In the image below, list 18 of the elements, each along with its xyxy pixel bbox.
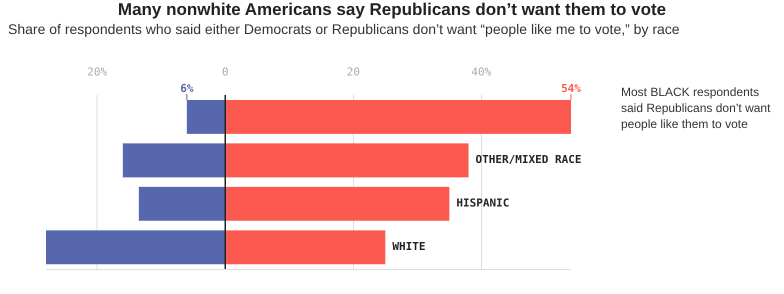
y-tick-label: HISPANIC [456, 196, 510, 210]
y-tick-label: OTHER/MIXED RACE [476, 153, 582, 166]
x-tick-label: 0 [222, 65, 229, 78]
bar [226, 143, 469, 178]
text: Most BLACK respondents said Republicans don’t want people like them to vote [621, 84, 772, 132]
data-label: 6% [180, 82, 194, 95]
y-tick-label: WHITE [392, 240, 426, 254]
bar [226, 230, 386, 264]
chart-title: Many nonwhite Americans say Republicans don’t want them to vote [116, 0, 668, 20]
x-tick-label: 40% [471, 65, 492, 78]
chart-subtitle: Share of respondents who said either Democrats or Republicans don’t want “people like me to vote,” by race [8, 21, 680, 37]
bar [226, 186, 450, 221]
bar [46, 230, 225, 264]
bar [122, 143, 225, 178]
x-tick-label: 20 [346, 65, 360, 78]
x-tick-label: 20% [87, 65, 108, 78]
bar [138, 186, 225, 221]
data-label: 54% [561, 82, 582, 95]
